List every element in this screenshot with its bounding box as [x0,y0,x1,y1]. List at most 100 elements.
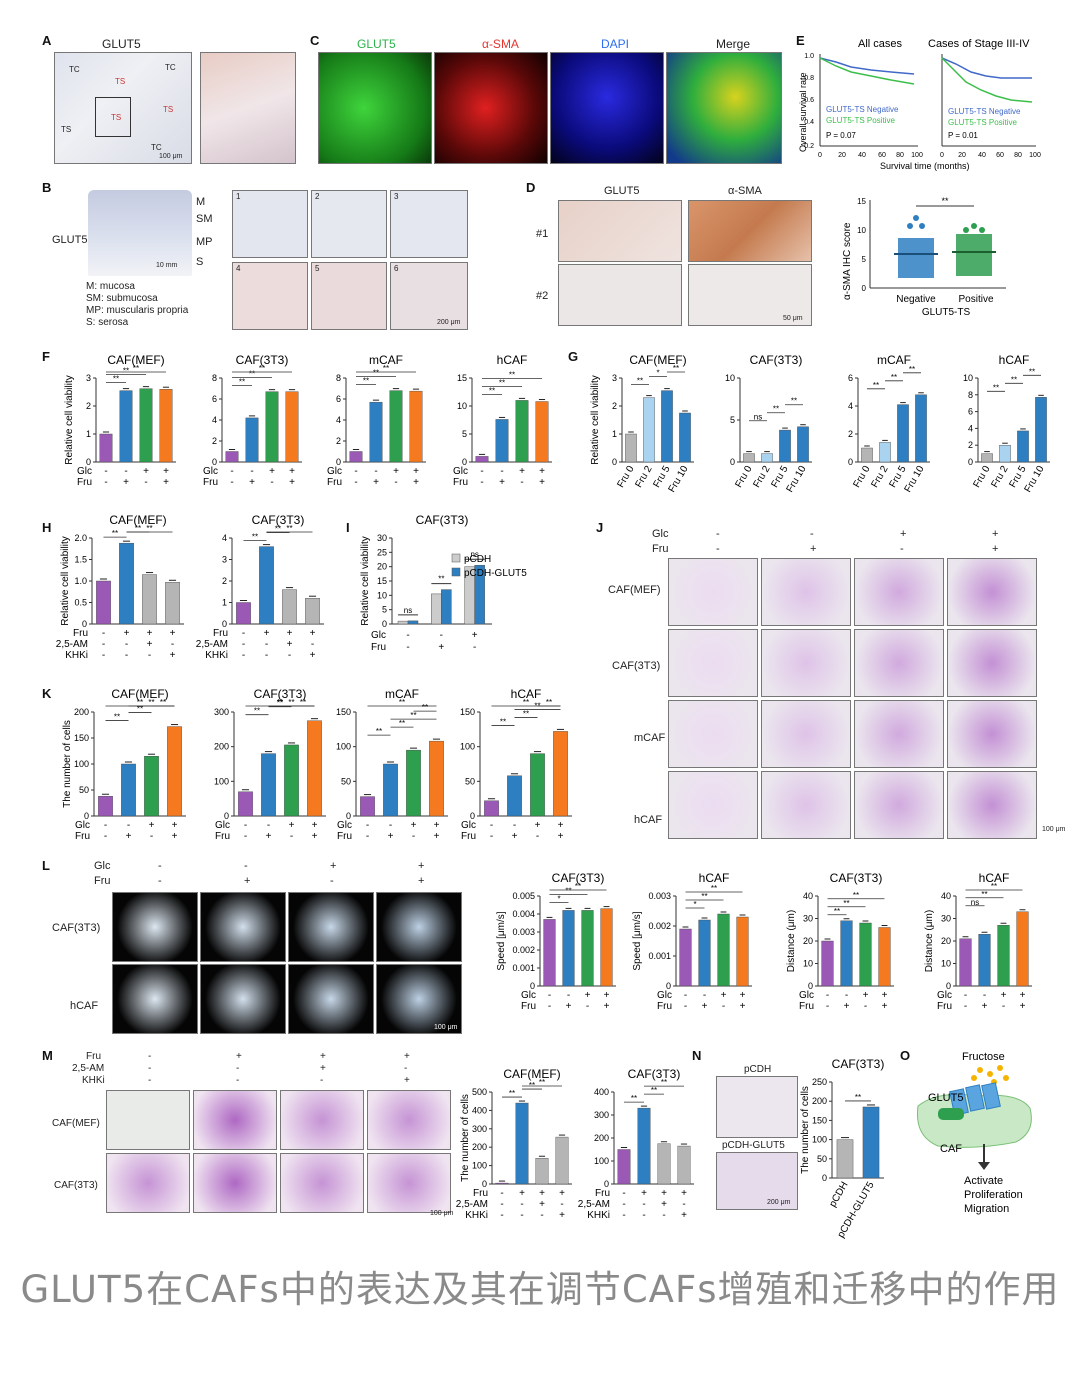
panel-d-row: #2 [536,290,549,302]
y-axis-label: Speed [μm/s] [496,911,507,970]
chart-title: CAF(3T3) [830,871,883,885]
bar [98,796,113,817]
cond-sign: - [244,831,247,842]
o-result: Proliferation [964,1189,1023,1201]
svg-text:1.0: 1.0 [804,53,814,60]
y-tick-label: 6 [968,407,973,417]
micrograph-tile [193,1090,277,1150]
layer-label: SM [196,213,213,225]
cond-sign: - [242,639,245,650]
sig-label: ** [673,364,679,373]
svg-text:15: 15 [857,197,866,206]
y-tick-label: 100 [460,742,475,752]
sig-label: * [557,895,560,904]
dotplot-cat: Positive [958,294,993,305]
nucleus [938,1108,964,1120]
cond-sign: - [124,466,127,477]
km-line-negative [819,57,915,75]
sig-label: ** [373,369,379,378]
sig-label: ** [383,364,389,373]
chart-title: hCAF [699,871,730,885]
bar [617,1149,631,1185]
cond-sign: - [642,1210,645,1221]
cond-sign: - [1002,1001,1005,1012]
y-axis-label: Relative cell viability [64,375,75,464]
micrograph-tile [376,964,462,1034]
row-label-glc: Glc [94,860,111,872]
micrograph-tile [280,1153,364,1213]
micrograph-tile [200,892,286,962]
svg-text:80: 80 [896,152,904,159]
cond-sign: - [682,1199,685,1210]
y-tick-label: 300 [214,707,229,717]
row-label-khk: KHKi [82,1075,105,1086]
svg-text:0.2: 0.2 [804,143,814,150]
y-tick-label: 100 [74,759,89,769]
y-axis-label: Distance (μm) [924,910,935,972]
panel-letter-o: O [900,1048,911,1063]
y-tick-label: 50 [817,1154,827,1164]
dotplot-ylabel: α-SMA IHC score [842,222,853,300]
micrograph-tile [288,964,374,1034]
x-tick-label: Fru 2 [989,464,1010,490]
cond-sign: - [536,831,539,842]
svg-text:5: 5 [862,255,867,264]
y-tick-label: 150 [74,733,89,743]
y-tick-label: 2 [612,401,617,411]
cond-sign: - [480,477,483,488]
micrograph-tile [106,1153,190,1213]
cond-sign: - [548,990,551,1001]
sig-label: ** [500,717,506,726]
row-label: CAF(3T3) [612,660,661,672]
tissue-label: TC [151,143,162,152]
cond-sign: - [158,875,162,887]
cond-sign: + [249,477,255,488]
y-tick-label: 15 [457,373,467,383]
bar [507,775,522,817]
o-result: Activate [964,1175,1003,1187]
cond-sign: + [123,477,129,488]
cond-sign: + [373,477,379,488]
sig-label: ** [539,1078,545,1087]
bar [225,451,239,463]
y-tick-label: 400 [472,1105,487,1115]
ihc-image: 50 μm [688,264,812,326]
y-tick-label: 2 [968,440,973,450]
svg-text:40: 40 [858,152,866,159]
y-tick-label: 4 [336,415,341,425]
ihc-tile: 3 [390,190,468,258]
svg-text:0.8: 0.8 [804,75,814,82]
cond-sign: - [330,875,334,887]
x-tick-label: Fru 2 [633,464,654,490]
row-label: hCAF [634,814,663,826]
cond-sign: + [264,628,270,639]
cond-sign: + [287,628,293,639]
bar [698,919,711,987]
sig-label: ** [135,524,141,533]
cond-sign: - [622,1210,625,1221]
scale-bar-label: 10 mm [156,262,178,269]
micrograph-tile [947,629,1037,697]
y-tick-label: 10 [963,373,973,383]
km-line-negative [941,57,1032,79]
svg-text:60: 60 [996,152,1004,159]
cond-sign: + [266,831,272,842]
tissue-label: TC [69,65,80,74]
cond-sign: + [681,1210,687,1221]
y-tick-label: 20 [377,562,387,572]
bar [284,744,299,817]
bar [1035,397,1047,463]
cond-sign: + [559,1188,565,1199]
sig-label: ** [123,367,129,376]
x-tick-label: Fru 0 [971,464,992,490]
cond-sign: - [148,1051,152,1062]
micrograph-tile [947,700,1037,768]
caf-cell-shape [916,1093,1032,1148]
row-label: Glc [371,630,386,641]
cond-sign: + [312,820,318,831]
row-label: Fru [215,831,230,842]
cond-sign: - [230,466,233,477]
ihc-image [688,200,812,262]
y-tick-label: 0 [224,811,229,821]
y-tick-label: 150 [812,1115,827,1125]
